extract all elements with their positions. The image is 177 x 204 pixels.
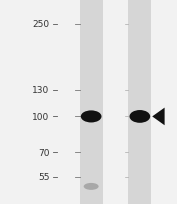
Ellipse shape (84, 183, 99, 190)
Ellipse shape (130, 111, 150, 123)
Text: 100: 100 (32, 112, 50, 121)
Text: 55: 55 (38, 172, 50, 181)
Text: 250: 250 (32, 20, 50, 29)
Ellipse shape (81, 111, 102, 123)
Text: 70: 70 (38, 148, 50, 157)
Bar (80, 0, 103, 204)
Polygon shape (152, 108, 165, 126)
Bar (128, 0, 151, 204)
Text: 130: 130 (32, 86, 50, 95)
